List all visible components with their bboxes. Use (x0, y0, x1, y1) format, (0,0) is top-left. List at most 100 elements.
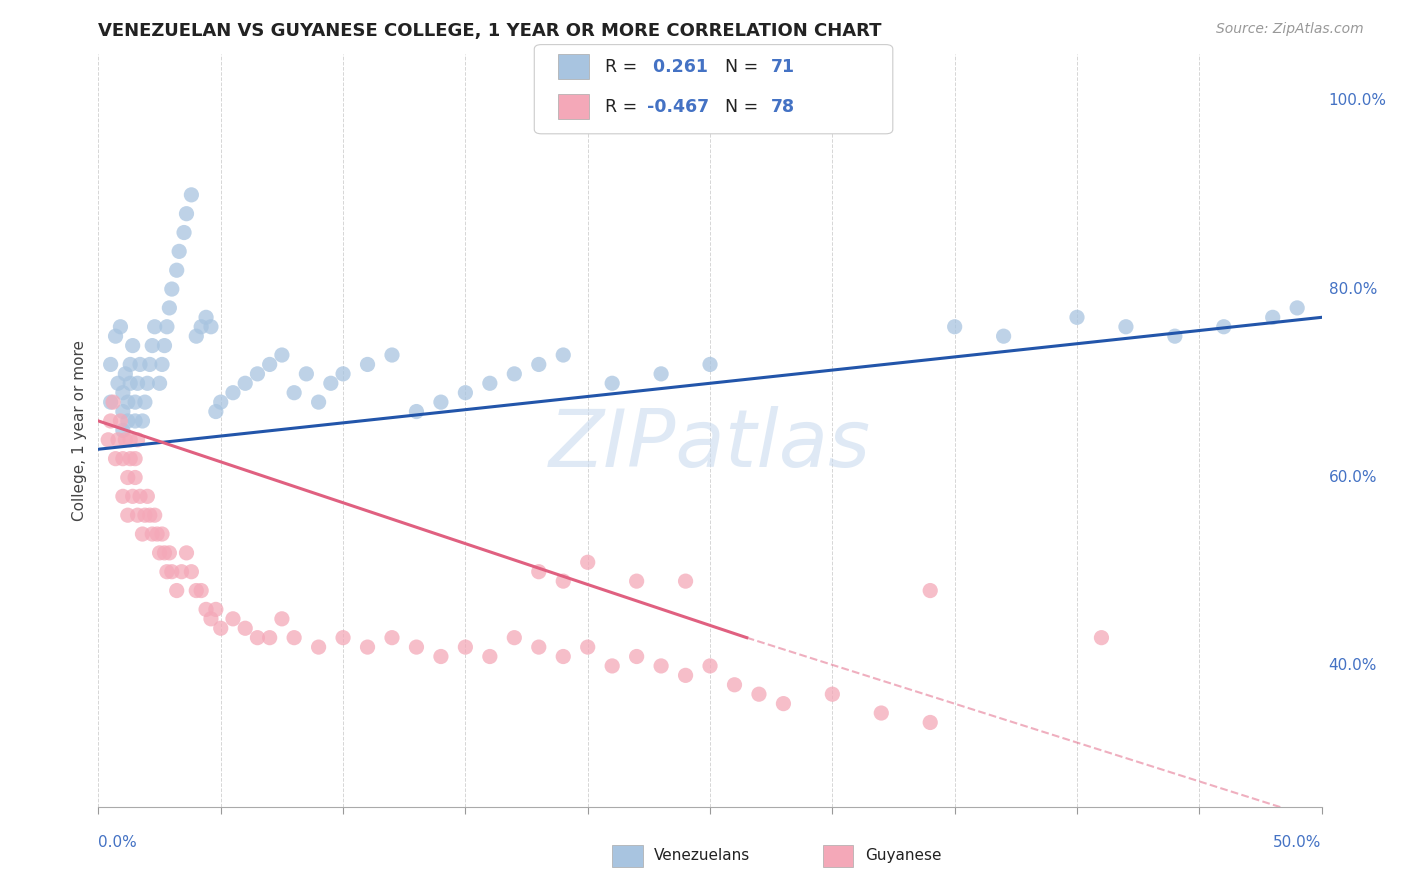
Point (308, 640, 330, 654)
Text: 78: 78 (770, 98, 794, 116)
Point (600, 376, 623, 391)
Point (120, 358, 142, 372)
Point (576, 640, 599, 654)
Point (600, 659, 623, 673)
Point (111, 489, 134, 503)
Point (1212, 319, 1234, 334)
Point (478, 376, 501, 391)
Point (233, 376, 256, 391)
Point (180, 187, 202, 202)
Point (1164, 329, 1187, 343)
Point (1090, 631, 1112, 645)
Point (332, 367, 354, 381)
Point (553, 649, 575, 664)
Point (146, 527, 169, 541)
Point (107, 376, 129, 391)
Point (141, 338, 163, 352)
Point (195, 310, 218, 325)
Point (723, 678, 745, 692)
Point (166, 583, 188, 598)
Point (920, 583, 942, 598)
Point (153, 546, 176, 560)
Point (553, 574, 575, 589)
Point (1066, 310, 1088, 325)
Text: R =: R = (605, 58, 643, 76)
Point (190, 583, 212, 598)
Point (186, 583, 208, 598)
Point (111, 424, 134, 438)
Point (205, 602, 228, 616)
Point (356, 358, 378, 372)
Point (110, 319, 132, 334)
Point (134, 395, 156, 409)
Point (553, 348, 575, 362)
Point (308, 395, 330, 409)
Point (136, 489, 159, 503)
Point (356, 640, 378, 654)
Point (120, 376, 142, 391)
Point (405, 640, 427, 654)
Point (127, 433, 149, 447)
Point (129, 358, 152, 372)
Point (332, 631, 354, 645)
Point (454, 385, 477, 400)
Point (166, 263, 188, 277)
Point (222, 612, 245, 626)
Point (131, 527, 153, 541)
Point (157, 546, 180, 560)
Point (114, 367, 136, 381)
Point (1286, 301, 1309, 315)
Text: Guyanese: Guyanese (865, 848, 941, 863)
Point (675, 574, 697, 589)
Text: ZIPatlas: ZIPatlas (548, 407, 872, 484)
Point (527, 565, 550, 579)
Point (186, 329, 208, 343)
Point (139, 508, 162, 523)
Point (153, 338, 176, 352)
Point (117, 470, 139, 484)
Point (100, 395, 122, 409)
Point (173, 226, 195, 240)
Text: -0.467: -0.467 (647, 98, 709, 116)
Point (100, 358, 122, 372)
Text: R =: R = (605, 98, 643, 116)
Point (124, 470, 146, 484)
Point (1261, 310, 1284, 325)
Point (190, 319, 212, 334)
Point (503, 367, 526, 381)
Text: 40.0%: 40.0% (1329, 658, 1376, 673)
Text: 0.261: 0.261 (647, 58, 707, 76)
Point (259, 631, 281, 645)
Point (104, 329, 127, 343)
Text: 0.0%: 0.0% (98, 836, 138, 850)
Point (381, 348, 404, 362)
Point (920, 715, 942, 730)
Point (295, 367, 318, 381)
Point (478, 649, 501, 664)
Point (117, 508, 139, 523)
Point (149, 376, 172, 391)
Point (124, 395, 146, 409)
Point (205, 404, 228, 418)
Point (160, 565, 183, 579)
Point (100, 414, 122, 428)
Point (107, 433, 129, 447)
Point (699, 659, 721, 673)
Point (156, 319, 179, 334)
Point (270, 612, 294, 626)
Point (176, 546, 198, 560)
Point (111, 385, 134, 400)
Point (270, 348, 294, 362)
Point (180, 565, 202, 579)
Point (626, 649, 648, 664)
Point (134, 508, 156, 523)
Point (821, 687, 844, 701)
Point (233, 621, 256, 635)
Point (381, 631, 404, 645)
Point (626, 574, 648, 589)
Text: N =: N = (714, 98, 763, 116)
Point (209, 621, 232, 635)
Point (650, 367, 672, 381)
Point (576, 555, 599, 569)
Point (283, 631, 305, 645)
